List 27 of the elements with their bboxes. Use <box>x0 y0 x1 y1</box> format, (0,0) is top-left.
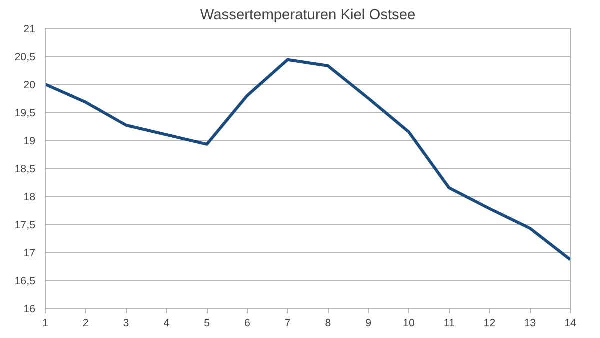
y-tick-label: 17 <box>24 248 36 260</box>
x-tick-label: 10 <box>403 318 415 330</box>
x-tick-label: 6 <box>244 318 250 330</box>
x-tick-label: 14 <box>564 318 576 330</box>
y-tick-label: 20,5 <box>14 52 36 64</box>
x-tick-label: 2 <box>82 318 89 330</box>
y-tick-label: 17,5 <box>14 220 36 232</box>
y-tick-label: 16,5 <box>14 276 36 288</box>
y-tick-label: 19,5 <box>14 108 36 120</box>
chart-title: Wassertemperaturen Kiel Ostsee <box>200 8 416 24</box>
y-tick-label: 16 <box>24 304 36 316</box>
x-tick-label: 12 <box>484 318 496 330</box>
x-tick-label: 11 <box>444 318 455 330</box>
x-tick-label: 5 <box>204 318 210 330</box>
x-tick-label: 4 <box>164 318 170 330</box>
y-tick-label: 18,5 <box>14 164 36 176</box>
y-tick-label: 20 <box>24 80 36 92</box>
x-tick-label: 7 <box>284 318 291 330</box>
x-tick-label: 8 <box>325 318 332 330</box>
x-tick-label: 1 <box>42 318 49 330</box>
x-tick-label: 13 <box>524 318 536 330</box>
x-tick-label: 3 <box>123 318 130 330</box>
line-series <box>46 58 570 262</box>
y-tick-label: 18 <box>24 192 36 204</box>
y-tick-label: 19 <box>24 136 36 148</box>
x-tick-label: 9 <box>366 318 372 330</box>
y-tick-label: 21 <box>24 24 36 36</box>
